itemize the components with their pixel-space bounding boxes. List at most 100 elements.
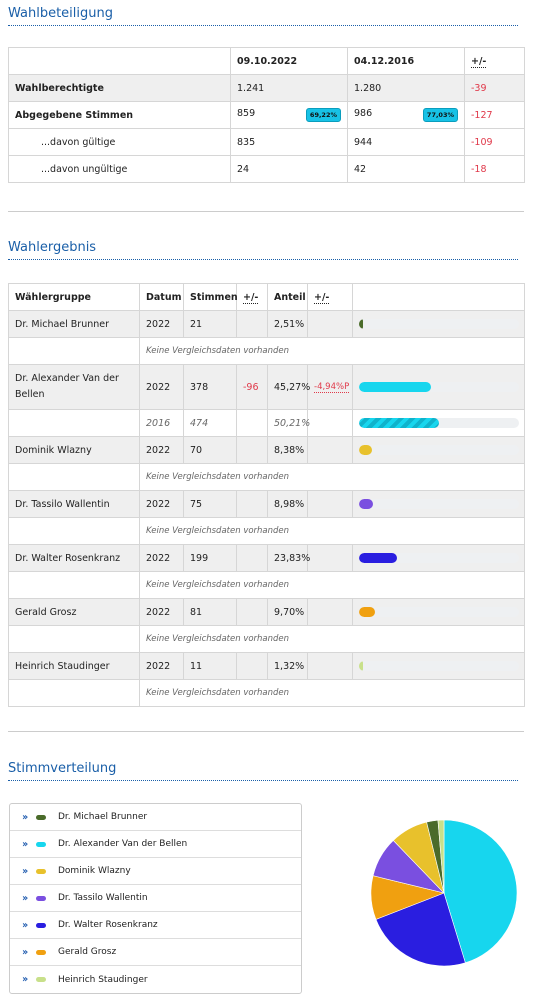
double-chevron-right-icon: ›› <box>22 811 28 823</box>
result-year: 2022 <box>139 310 184 338</box>
result-row-no-compare: Keine Vergleichsdaten vorhanden <box>8 463 525 491</box>
legend-item[interactable]: ›› Dominik Wlazny <box>10 858 301 885</box>
pie-chart <box>370 819 518 967</box>
result-share-diff <box>307 544 353 572</box>
result-share: 8,38% <box>267 436 308 464</box>
result-votes: 199 <box>183 544 237 572</box>
share-bar <box>359 445 373 455</box>
result-year: 2022 <box>139 490 184 518</box>
turnout-header-date1: 09.10.2022 <box>230 47 348 75</box>
candidate-name: Dominik Wlazny <box>8 436 140 464</box>
double-chevron-right-icon: ›› <box>22 892 28 904</box>
result-empty-cell <box>8 337 140 365</box>
share-bar-track <box>359 553 519 563</box>
no-compare-note: Keine Vergleichsdaten vorhanden <box>139 517 525 545</box>
turnout-header-empty <box>8 47 231 75</box>
share-bar-previous <box>359 418 440 428</box>
no-compare-note: Keine Vergleichsdaten vorhanden <box>139 679 525 707</box>
turnout-label: ...davon gültige <box>8 128 231 156</box>
double-chevron-right-icon: ›› <box>22 946 28 958</box>
legend-item[interactable]: ›› Heinrich Staudinger <box>10 966 301 993</box>
no-compare-note: Keine Vergleichsdaten vorhanden <box>139 571 525 599</box>
result-header-group: Wählergruppe <box>8 283 140 311</box>
turnout-label: Wahlberechtigte <box>8 74 231 102</box>
legend-color-swatch <box>36 922 46 928</box>
result-votes-diff <box>236 436 268 464</box>
turnout-diff: -39 <box>464 74 525 102</box>
turnout-header-diff: +/- <box>464 47 525 75</box>
result-header-bar <box>352 283 525 311</box>
turnout-value-2016: 1.280 <box>347 74 465 102</box>
result-bar-cell <box>352 364 525 410</box>
result-row: Dr. Tassilo Wallentin 2022 75 8,98% <box>8 490 525 518</box>
result-votes: 70 <box>183 436 237 464</box>
result-votes: 21 <box>183 310 237 338</box>
no-compare-note: Keine Vergleichsdaten vorhanden <box>139 625 525 653</box>
share-bar-track <box>359 319 519 329</box>
result-bar-cell <box>352 652 525 680</box>
result-share-diff <box>307 490 353 518</box>
result-votes-diff: -96 <box>236 364 268 410</box>
result-votes-diff <box>236 310 268 338</box>
result-share-diff <box>307 652 353 680</box>
result-share: 2,51% <box>267 310 308 338</box>
result-year: 2016 <box>139 409 184 437</box>
result-empty-cell <box>8 463 140 491</box>
legend-color-swatch <box>36 895 46 901</box>
result-row-no-compare: Keine Vergleichsdaten vorhanden <box>8 571 525 599</box>
no-compare-note: Keine Vergleichsdaten vorhanden <box>139 463 525 491</box>
result-votes: 11 <box>183 652 237 680</box>
result-row: Heinrich Staudinger 2022 11 1,32% <box>8 652 525 680</box>
turnout-value-2022: 859 69,22% <box>230 101 348 129</box>
share-bar-track <box>359 445 519 455</box>
turnout-value-2016: 42 <box>347 155 465 183</box>
result-share-diff <box>307 310 353 338</box>
result-year: 2022 <box>139 598 184 626</box>
legend-item[interactable]: ›› Dr. Alexander Van der Bellen <box>10 831 301 858</box>
result-empty-cell <box>8 625 140 653</box>
result-row-no-compare: Keine Vergleichsdaten vorhanden <box>8 679 525 707</box>
result-share: 1,32% <box>267 652 308 680</box>
result-table: Wählergruppe Datum Stimmen +/- Anteil +/… <box>8 283 525 707</box>
share-bar <box>359 382 432 392</box>
result-share: 9,70% <box>267 598 308 626</box>
legend-item[interactable]: ›› Dr. Michael Brunner <box>10 804 301 831</box>
double-chevron-right-icon: ›› <box>22 974 28 985</box>
result-header-date: Datum <box>139 283 184 311</box>
share-bar <box>359 553 398 563</box>
result-row: Dr. Walter Rosenkranz 2022 199 23,83% <box>8 544 525 572</box>
legend-label: Heinrich Staudinger <box>58 974 148 985</box>
pie-slice[interactable] <box>437 819 445 894</box>
pie-legend: ›› Dr. Michael Brunner ›› Dr. Alexander Van… <box>9 803 302 994</box>
turnout-diff: -127 <box>464 101 525 129</box>
result-votes-diff <box>236 598 268 626</box>
pie-slice[interactable] <box>443 819 518 964</box>
double-chevron-right-icon: ›› <box>22 865 28 877</box>
result-row: Gerald Grosz 2022 81 9,70% <box>8 598 525 626</box>
turnout-value-2016: 944 <box>347 128 465 156</box>
share-bar <box>359 499 374 509</box>
result-row-no-compare: Keine Vergleichsdaten vorhanden <box>8 337 525 365</box>
distribution-title: Stimmverteilung <box>8 761 518 781</box>
turnout-row: ...davon ungültige 24 42 -18 <box>8 155 525 183</box>
legend-item[interactable]: ›› Dr. Tassilo Wallentin <box>10 885 301 912</box>
share-bar-track <box>359 607 519 617</box>
turnout-row: Wahlberechtigte 1.241 1.280 -39 <box>8 74 525 102</box>
pie-slice[interactable] <box>375 892 466 967</box>
result-bar-cell <box>352 544 525 572</box>
turnout-value-2022: 1.241 <box>230 74 348 102</box>
legend-color-swatch <box>36 814 46 820</box>
result-year: 2022 <box>139 544 184 572</box>
turnout-value-2022: 24 <box>230 155 348 183</box>
turnout-label: ...davon ungültige <box>8 155 231 183</box>
result-row: Dominik Wlazny 2022 70 8,38% <box>8 436 525 464</box>
result-share-diff: -4,94%P <box>307 364 353 410</box>
candidate-name: Dr. Michael Brunner <box>8 310 140 338</box>
legend-item[interactable]: ›› Gerald Grosz <box>10 939 301 966</box>
result-share-diff <box>307 436 353 464</box>
result-bar-cell <box>352 409 525 437</box>
result-year: 2022 <box>139 652 184 680</box>
candidate-name: Dr. Alexander Van der Bellen <box>8 364 140 410</box>
legend-label: Dr. Tassilo Wallentin <box>58 893 148 903</box>
legend-item[interactable]: ›› Dr. Walter Rosenkranz <box>10 912 301 939</box>
